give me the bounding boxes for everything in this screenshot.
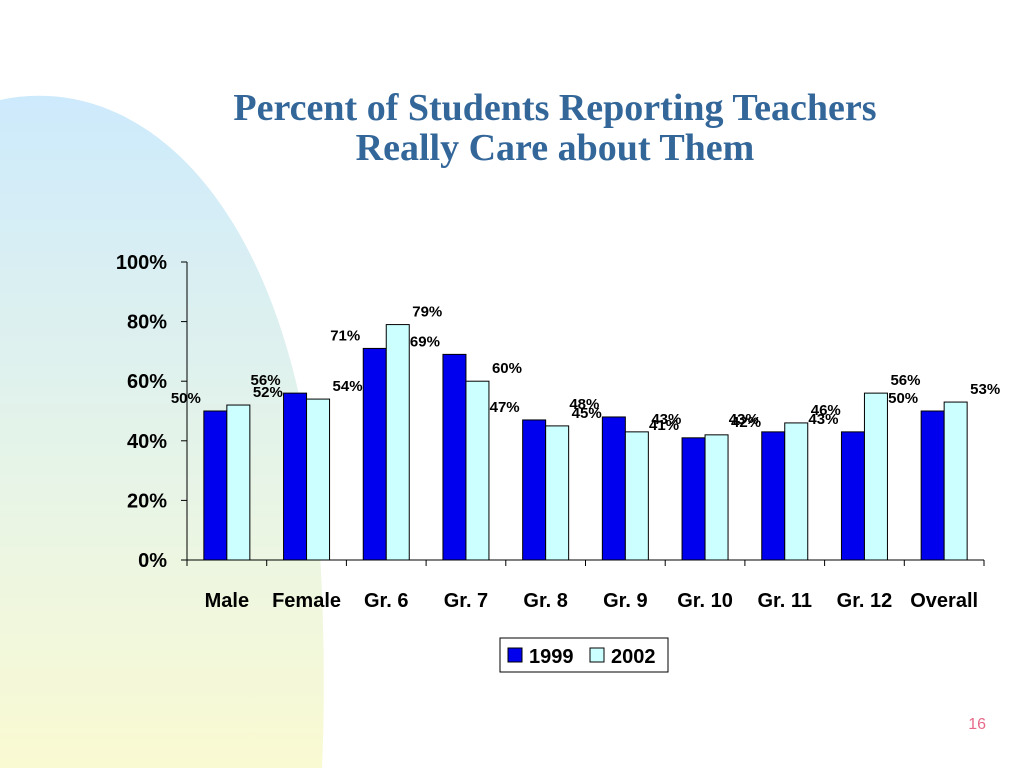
bar-2002	[784, 422, 809, 561]
legend-label-1999: 1999	[529, 646, 574, 668]
y-tick-label: 60%	[127, 371, 167, 393]
page-number: 16	[968, 716, 986, 733]
x-tick-label: Gr. 8	[523, 590, 567, 612]
x-tick-label: Gr. 12	[837, 590, 893, 612]
y-tick-label: 20%	[127, 490, 167, 512]
data-label: 43%	[808, 411, 838, 428]
x-tick-label: Male	[205, 590, 249, 612]
bar-2002	[465, 380, 490, 561]
x-tick-label: Gr. 11	[758, 590, 813, 612]
bar-2002	[306, 398, 331, 561]
x-tick-label: Gr. 10	[677, 590, 733, 612]
bar-1999	[681, 437, 706, 561]
data-label: 42%	[731, 414, 761, 431]
slide-title: Percent of Students Reporting Teachers R…	[150, 88, 960, 168]
bar-1999	[601, 416, 626, 561]
data-label: 69%	[410, 333, 440, 350]
legend-swatch-1999	[507, 647, 523, 663]
bar-1999	[761, 431, 786, 561]
y-tick-label: 80%	[127, 312, 167, 334]
y-tick-label: 0%	[138, 550, 167, 572]
bar-2002	[863, 392, 888, 561]
data-label: 43%	[729, 411, 759, 428]
data-label: 41%	[649, 417, 679, 434]
x-tick-label: Gr. 9	[603, 590, 647, 612]
data-label: 43%	[651, 411, 681, 428]
data-label: 71%	[330, 327, 360, 344]
data-label: 54%	[333, 378, 363, 395]
bar-1999	[522, 419, 547, 561]
bar-1999	[283, 392, 308, 561]
data-label: 46%	[811, 402, 841, 419]
data-label: 53%	[970, 381, 1000, 398]
x-tick-label: Overall	[910, 590, 978, 612]
legend-box	[499, 637, 669, 673]
data-label: 52%	[253, 384, 283, 401]
x-tick-label: Female	[272, 590, 341, 612]
legend-swatch-2002	[589, 647, 605, 663]
data-label: 50%	[171, 390, 201, 407]
x-tick-label: Gr. 6	[364, 590, 408, 612]
x-tick-label: Gr. 7	[444, 590, 488, 612]
data-label: 56%	[890, 372, 920, 389]
data-label: 79%	[412, 304, 442, 321]
bar-2002	[704, 434, 729, 561]
bar-1999	[840, 431, 865, 561]
data-label: 45%	[572, 405, 602, 422]
bar-2002	[226, 404, 251, 561]
bar-1999	[442, 353, 467, 561]
data-label: 56%	[251, 372, 281, 389]
data-label: 60%	[492, 360, 522, 377]
bar-2002	[624, 431, 649, 561]
data-label: 48%	[569, 396, 599, 413]
data-label: 50%	[888, 390, 918, 407]
y-tick-label: 100%	[116, 252, 167, 274]
data-label: 47%	[490, 399, 520, 416]
bar-2002	[943, 401, 968, 561]
bar-1999	[362, 347, 387, 561]
bar-1999	[203, 410, 228, 561]
title-line-1: Percent of Students Reporting Teachers	[233, 87, 877, 129]
bar-2002	[385, 324, 410, 561]
bar-2002	[545, 425, 570, 561]
legend-label-2002: 2002	[611, 646, 656, 668]
y-tick-label: 40%	[127, 431, 167, 453]
title-line-2: Really Care about Them	[355, 127, 755, 169]
bar-1999	[920, 410, 945, 561]
